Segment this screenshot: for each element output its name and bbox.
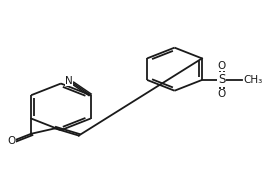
Text: O: O <box>218 61 226 71</box>
Text: O: O <box>8 137 16 147</box>
Text: S: S <box>218 73 225 86</box>
Text: N: N <box>65 76 73 86</box>
Text: CH₃: CH₃ <box>243 75 262 85</box>
Text: O: O <box>218 89 226 99</box>
